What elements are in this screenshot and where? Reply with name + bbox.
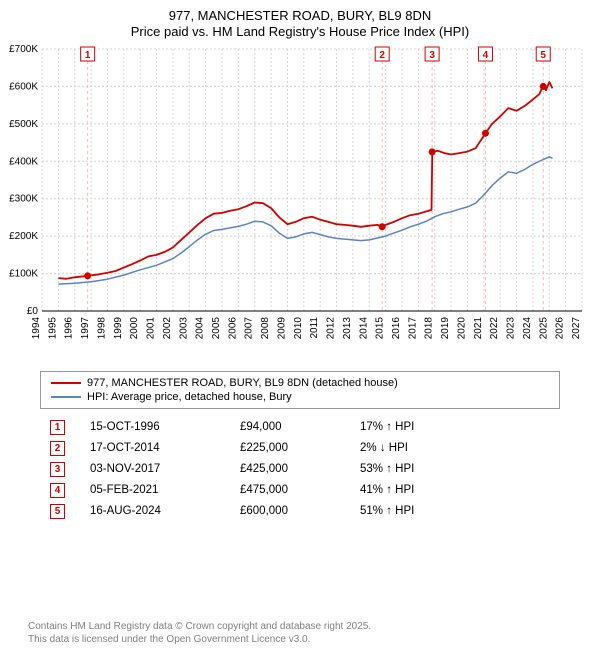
sale-price: £94,000 [240, 421, 360, 433]
svg-text:£100K: £100K [9, 268, 38, 279]
svg-text:£300K: £300K [9, 193, 38, 204]
sale-price: £225,000 [240, 442, 360, 454]
legend-swatch [51, 396, 81, 398]
svg-text:2004: 2004 [195, 316, 206, 339]
legend-label: 977, MANCHESTER ROAD, BURY, BL9 8DN (det… [87, 377, 398, 389]
legend: 977, MANCHESTER ROAD, BURY, BL9 8DN (det… [40, 371, 560, 409]
sale-date: 16-AUG-2024 [90, 505, 240, 517]
svg-text:2007: 2007 [244, 316, 255, 339]
footer-line: This data is licensed under the Open Gov… [28, 634, 572, 647]
svg-text:1997: 1997 [80, 316, 91, 339]
svg-text:1: 1 [85, 50, 91, 61]
svg-text:2010: 2010 [293, 316, 304, 339]
svg-text:2022: 2022 [489, 316, 500, 339]
table-row: 1 15-OCT-1996 £94,000 17% ↑ HPI [50, 417, 560, 438]
svg-text:2021: 2021 [473, 316, 484, 339]
svg-text:2000: 2000 [129, 316, 140, 339]
svg-text:2015: 2015 [375, 316, 386, 339]
legend-item: 977, MANCHESTER ROAD, BURY, BL9 8DN (det… [51, 376, 549, 390]
sale-date: 15-OCT-1996 [90, 421, 240, 433]
svg-text:1998: 1998 [96, 316, 107, 339]
sale-delta: 53% ↑ HPI [360, 463, 480, 475]
svg-text:2025: 2025 [538, 316, 549, 339]
svg-text:2006: 2006 [227, 316, 238, 339]
svg-text:£400K: £400K [9, 156, 38, 167]
svg-text:1994: 1994 [31, 316, 42, 339]
svg-text:2: 2 [379, 50, 385, 61]
legend-item: HPI: Average price, detached house, Bury [51, 390, 549, 404]
svg-text:2008: 2008 [260, 316, 271, 339]
svg-text:2012: 2012 [326, 316, 337, 339]
svg-text:5: 5 [540, 50, 546, 61]
svg-text:2001: 2001 [146, 316, 157, 339]
sale-marker-icon: 1 [50, 420, 65, 435]
svg-text:2027: 2027 [571, 316, 582, 339]
svg-text:£600K: £600K [9, 81, 38, 92]
table-row: 5 16-AUG-2024 £600,000 51% ↑ HPI [50, 501, 560, 522]
title-line-2: Price paid vs. HM Land Registry's House … [0, 24, 600, 40]
svg-text:2018: 2018 [424, 316, 435, 339]
svg-text:2026: 2026 [555, 316, 566, 339]
legend-swatch [51, 382, 81, 384]
svg-text:1995: 1995 [47, 316, 58, 339]
table-row: 3 03-NOV-2017 £425,000 53% ↑ HPI [50, 459, 560, 480]
sale-price: £475,000 [240, 484, 360, 496]
sale-delta: 41% ↑ HPI [360, 484, 480, 496]
svg-text:2017: 2017 [407, 316, 418, 339]
svg-text:2002: 2002 [162, 316, 173, 339]
svg-text:2013: 2013 [342, 316, 353, 339]
sale-date: 17-OCT-2014 [90, 442, 240, 454]
svg-text:2014: 2014 [358, 316, 369, 339]
svg-text:2023: 2023 [506, 316, 517, 339]
svg-text:2005: 2005 [211, 316, 222, 339]
sale-price: £425,000 [240, 463, 360, 475]
svg-text:£0: £0 [27, 306, 39, 317]
sale-delta: 17% ↑ HPI [360, 421, 480, 433]
svg-text:1996: 1996 [64, 316, 75, 339]
svg-text:2009: 2009 [276, 316, 287, 339]
sale-marker-icon: 2 [50, 441, 65, 456]
svg-text:4: 4 [483, 50, 489, 61]
sale-marker-icon: 3 [50, 462, 65, 477]
svg-text:2024: 2024 [522, 316, 533, 339]
sale-marker-icon: 5 [50, 504, 65, 519]
svg-text:£500K: £500K [9, 118, 38, 129]
svg-text:2011: 2011 [309, 316, 320, 338]
price-chart: £0 £100K £200K £300K £400K £500K £600K £700K 199… [0, 41, 600, 371]
sale-price: £600,000 [240, 505, 360, 517]
svg-text:1999: 1999 [113, 316, 124, 339]
footer: Contains HM Land Registry data © Crown c… [0, 621, 600, 646]
svg-text:3: 3 [429, 50, 435, 61]
svg-text:2020: 2020 [456, 316, 467, 339]
table-row: 2 17-OCT-2014 £225,000 2% ↓ HPI [50, 438, 560, 459]
legend-label: HPI: Average price, detached house, Bury [87, 391, 292, 403]
chart-title: 977, MANCHESTER ROAD, BURY, BL9 8DN Pric… [0, 0, 600, 41]
svg-text:2003: 2003 [178, 316, 189, 339]
footer-line: Contains HM Land Registry data © Crown c… [28, 621, 572, 634]
svg-text:£200K: £200K [9, 231, 38, 242]
sale-date: 05-FEB-2021 [90, 484, 240, 496]
title-line-1: 977, MANCHESTER ROAD, BURY, BL9 8DN [0, 8, 600, 24]
sale-date: 03-NOV-2017 [90, 463, 240, 475]
svg-text:2016: 2016 [391, 316, 402, 339]
sale-marker-icon: 4 [50, 483, 65, 498]
table-row: 4 05-FEB-2021 £475,000 41% ↑ HPI [50, 480, 560, 501]
sale-delta: 2% ↓ HPI [360, 442, 480, 454]
svg-text:2019: 2019 [440, 316, 451, 339]
sales-table: 1 15-OCT-1996 £94,000 17% ↑ HPI 2 17-OCT… [50, 417, 560, 522]
sale-delta: 51% ↑ HPI [360, 505, 480, 517]
svg-text:£700K: £700K [9, 44, 38, 55]
